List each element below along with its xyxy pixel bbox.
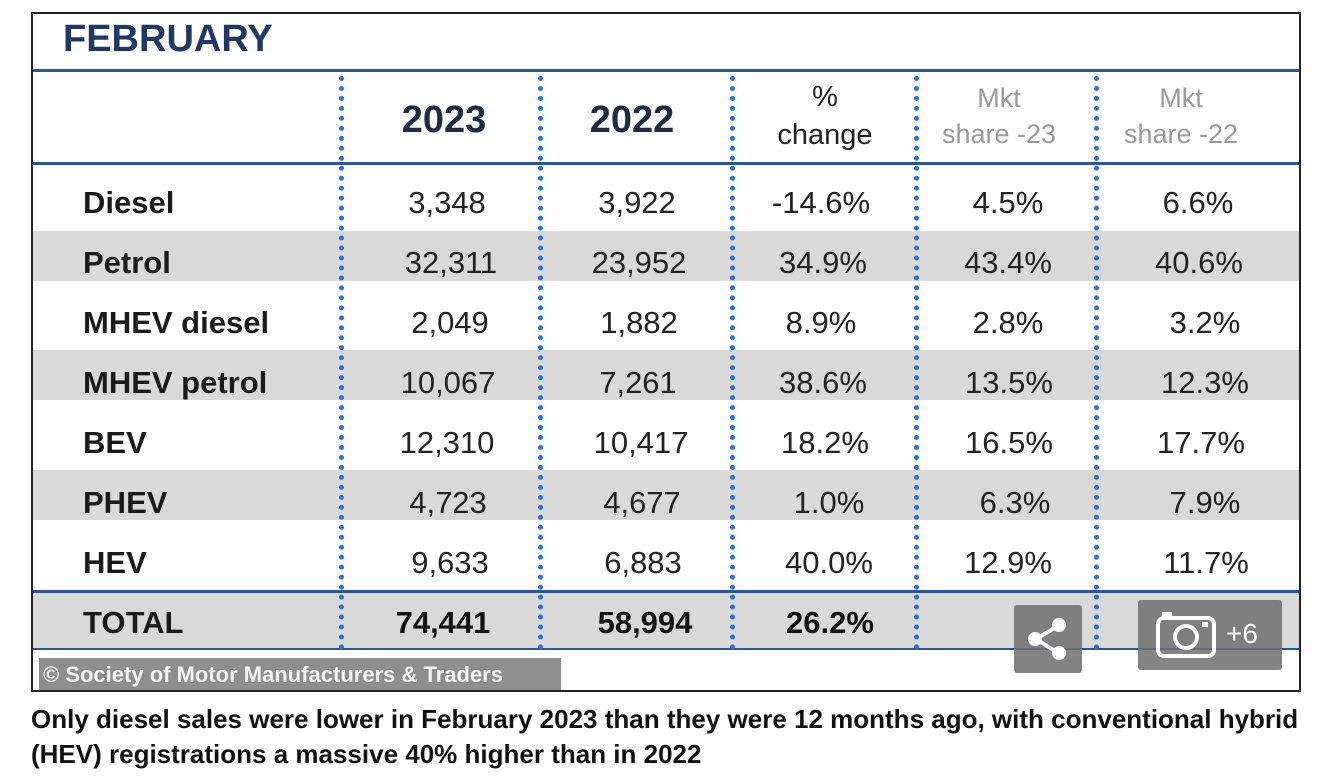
header-change-text: change xyxy=(777,119,873,151)
image-caption: Only diesel sales were lower in February… xyxy=(31,704,1299,769)
row-band xyxy=(33,470,1299,520)
header-2023: 2023 xyxy=(401,99,487,141)
cell-2022: 3,922 xyxy=(598,185,676,220)
header-mkt-share-22: Mkt share -22 xyxy=(1124,80,1238,152)
cell-2023: 9,633 xyxy=(411,545,489,580)
row-label: MHEV petrol xyxy=(83,365,268,400)
cell-change: 8.9% xyxy=(785,305,857,340)
row-label: MHEV diesel xyxy=(83,305,270,340)
total-top-rule xyxy=(33,590,1299,593)
cell-2022: 1,882 xyxy=(600,305,678,340)
header-top-rule xyxy=(33,69,1299,72)
cell-share-22: 40.6% xyxy=(1155,245,1243,280)
cell-change: 40.0% xyxy=(785,545,873,580)
share-icon xyxy=(1028,618,1066,660)
column-separator xyxy=(914,76,919,650)
total-bottom-rule xyxy=(33,648,1299,650)
column-separator xyxy=(538,76,543,650)
column-separator xyxy=(1094,76,1099,650)
row-label: BEV xyxy=(83,425,147,460)
header-percent-symbol: % xyxy=(812,81,838,113)
column-separator xyxy=(730,76,735,650)
table-image: FEBRUARY 2023 2022 % change Mkt share -2… xyxy=(31,12,1301,692)
cell-change: 1.0% xyxy=(793,485,865,520)
cell-2022: 23,952 xyxy=(591,245,687,280)
total-2023: 74,441 xyxy=(395,605,491,640)
share-button[interactable] xyxy=(1014,605,1082,673)
cell-2022: 7,261 xyxy=(599,365,677,400)
cell-share-23: 13.5% xyxy=(965,365,1053,400)
cell-2023: 2,049 xyxy=(411,305,489,340)
cell-share-22: 11.7% xyxy=(1163,545,1249,580)
header-mkt22-line2: share -22 xyxy=(1123,119,1239,149)
row-band xyxy=(33,231,1299,281)
cell-share-22: 17.7% xyxy=(1157,425,1245,460)
header-mkt-share-23: Mkt share -23 xyxy=(942,80,1056,152)
cell-share-23: 16.5% xyxy=(965,425,1053,460)
source-credit: © Society of Motor Manufacturers & Trade… xyxy=(39,658,561,690)
row-label: Petrol xyxy=(83,245,171,280)
cell-2023: 4,723 xyxy=(409,485,487,520)
cell-share-22: 3.2% xyxy=(1169,305,1241,340)
header-percent-change: % change xyxy=(777,78,872,154)
cell-2022: 10,417 xyxy=(593,425,689,460)
cell-share-23: 43.4% xyxy=(964,245,1052,280)
cell-share-23: 12.9% xyxy=(964,545,1052,580)
row-label: HEV xyxy=(83,545,147,580)
cell-2022: 4,677 xyxy=(603,485,681,520)
cell-2022: 6,883 xyxy=(604,545,682,580)
cell-2023: 32,311 xyxy=(404,245,498,280)
cell-change: 18.2% xyxy=(781,425,869,460)
cell-share-22: 12.3% xyxy=(1161,365,1249,400)
header-2022: 2022 xyxy=(589,99,675,141)
cell-change: 34.9% xyxy=(779,245,867,280)
row-label: PHEV xyxy=(83,485,168,520)
header-mkt23-line1: Mkt xyxy=(977,83,1021,113)
cell-change: 38.6% xyxy=(779,365,867,400)
header-mkt22-line1: Mkt xyxy=(1159,83,1203,113)
cell-share-23: 6.3% xyxy=(979,485,1051,520)
cell-change: -14.6% xyxy=(771,185,871,220)
gallery-count: +6 xyxy=(1226,618,1258,649)
total-change: 26.2% xyxy=(786,605,874,640)
cell-share-23: 2.8% xyxy=(972,305,1044,340)
header-bottom-rule xyxy=(33,162,1299,165)
cell-share-23: 4.5% xyxy=(972,185,1044,220)
cell-2023: 12,310 xyxy=(399,425,495,460)
cell-2023: 10,067 xyxy=(400,365,496,400)
cell-2023: 3,348 xyxy=(408,185,486,220)
header-mkt23-line2: share -23 xyxy=(941,119,1057,149)
row-band xyxy=(33,350,1299,400)
column-separator xyxy=(339,76,344,650)
total-label: TOTAL xyxy=(83,605,184,640)
gallery-button[interactable]: +6 xyxy=(1138,600,1282,670)
cell-share-22: 7.9% xyxy=(1169,485,1241,520)
total-2022: 58,994 xyxy=(597,605,693,640)
row-label: Diesel xyxy=(83,185,175,220)
cell-share-22: 6.6% xyxy=(1162,185,1234,220)
table-title: FEBRUARY xyxy=(63,18,273,60)
camera-icon xyxy=(1156,612,1216,658)
total-band xyxy=(33,593,1299,648)
